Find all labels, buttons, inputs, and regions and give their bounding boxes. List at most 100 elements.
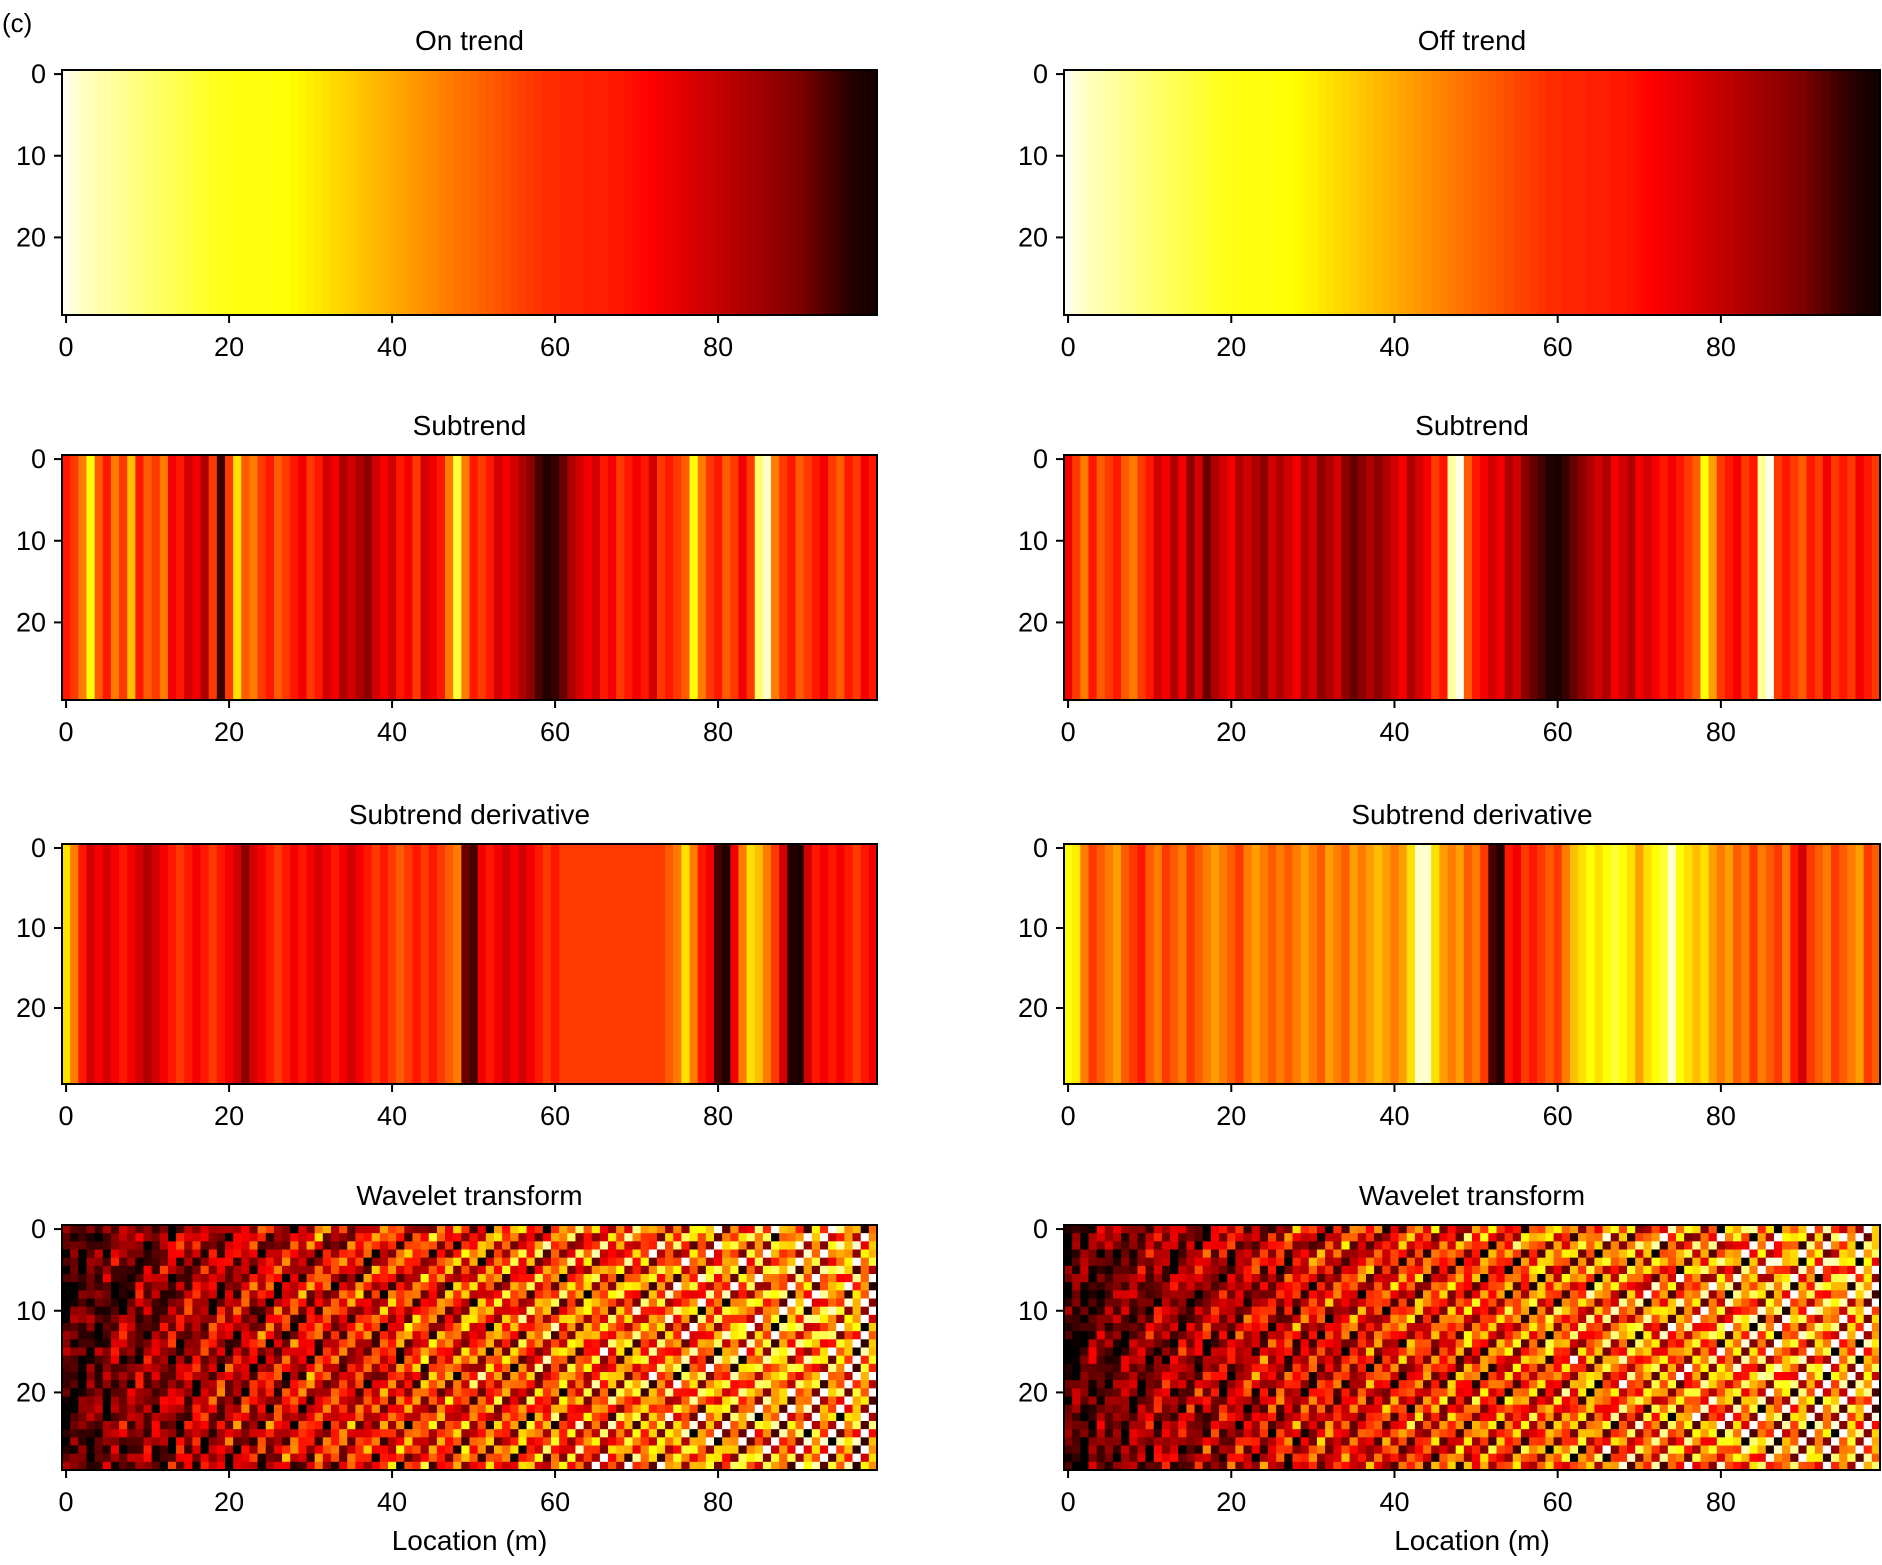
heatmap-cell — [599, 1233, 609, 1242]
heatmap-cell — [502, 1437, 511, 1447]
heatmap-cell — [1349, 1355, 1359, 1365]
heatmap-column — [1692, 455, 1702, 700]
heatmap-column — [1676, 70, 1685, 315]
heatmap-cell — [1088, 1274, 1098, 1283]
heatmap-cell — [314, 1233, 324, 1242]
heatmap-cell — [779, 1331, 788, 1340]
heatmap-cell — [1268, 1412, 1277, 1422]
heatmap-cell — [445, 1445, 454, 1455]
heatmap-cell — [762, 1265, 772, 1275]
heatmap-cell — [599, 1339, 609, 1349]
heatmap-cell — [1300, 1347, 1310, 1357]
heatmap-cell — [249, 1372, 259, 1381]
heatmap-cell — [1374, 1453, 1383, 1463]
heatmap-cell — [567, 1461, 577, 1471]
heatmap-cell — [1064, 1323, 1073, 1332]
heatmap-cell — [1382, 1282, 1391, 1291]
heatmap-cell — [412, 1306, 422, 1316]
heatmap-cell — [591, 1421, 601, 1430]
heatmap-cell — [1153, 1314, 1163, 1324]
heatmap-cell — [200, 1355, 210, 1365]
heatmap-cell — [1349, 1233, 1359, 1242]
heatmap-cell — [860, 1298, 870, 1308]
heatmap-cell — [518, 1339, 528, 1349]
heatmap-cell — [1088, 1241, 1098, 1251]
heatmap-cell — [176, 1257, 185, 1267]
heatmap-cell — [1104, 1412, 1114, 1422]
heatmap-cell — [176, 1404, 185, 1414]
heatmap-cell — [551, 1323, 560, 1332]
heatmap-column — [379, 844, 389, 1084]
heatmap-cell — [1251, 1233, 1261, 1242]
heatmap-cell — [1072, 1290, 1081, 1300]
heatmap-column — [1251, 455, 1261, 700]
heatmap-column — [110, 70, 120, 315]
heatmap-column — [86, 844, 96, 1084]
heatmap-cell — [225, 1429, 234, 1438]
heatmap-cell — [1186, 1421, 1196, 1430]
heatmap-cell — [583, 1241, 593, 1251]
heatmap-cell — [640, 1396, 650, 1406]
heatmap-cell — [542, 1298, 552, 1308]
heatmap-cell — [241, 1363, 251, 1373]
heatmap-cell — [1104, 1225, 1114, 1234]
heatmap-cell — [697, 1347, 707, 1357]
heatmap-cell — [355, 1355, 365, 1365]
heatmap-column — [1357, 844, 1367, 1084]
heatmap-cell — [1284, 1282, 1294, 1291]
heatmap-cell — [306, 1429, 316, 1438]
heatmap-cell — [1308, 1314, 1318, 1324]
heatmap-cell — [1276, 1282, 1285, 1291]
heatmap-cell — [1170, 1306, 1179, 1316]
heatmap-cell — [502, 1249, 511, 1259]
heatmap-cell — [1243, 1249, 1253, 1259]
heatmap-cell — [265, 1363, 275, 1373]
heatmap-cell — [754, 1437, 764, 1447]
heatmap-cell — [762, 1339, 772, 1349]
heatmap-cell — [518, 1257, 528, 1267]
heatmap-cell — [771, 1453, 780, 1463]
heatmap-cell — [184, 1225, 193, 1234]
heatmap-cell — [1292, 1314, 1302, 1324]
heatmap-cell — [1088, 1421, 1098, 1430]
heatmap-column — [1757, 844, 1767, 1084]
heatmap-cell — [779, 1372, 788, 1381]
heatmap-cell — [62, 1437, 71, 1447]
heatmap-cell — [608, 1331, 617, 1340]
heatmap-cell — [616, 1388, 625, 1398]
heatmap-cell — [396, 1372, 405, 1381]
heatmap-cell — [689, 1355, 699, 1365]
heatmap-cell — [819, 1274, 829, 1283]
heatmap-cell — [697, 1461, 707, 1471]
heatmap-cell — [591, 1274, 601, 1283]
heatmap-cell — [371, 1331, 381, 1340]
heatmap-cell — [803, 1331, 813, 1340]
heatmap-cell — [363, 1421, 373, 1430]
heatmap-cell — [208, 1372, 218, 1381]
heatmap-column — [1112, 70, 1122, 315]
heatmap-column — [1659, 844, 1669, 1084]
heatmap-cell — [282, 1323, 291, 1332]
heatmap-cell — [803, 1396, 813, 1406]
heatmap-column — [347, 455, 356, 700]
heatmap-cell — [119, 1396, 128, 1406]
heatmap-cell — [1170, 1274, 1179, 1283]
heatmap-cell — [705, 1339, 715, 1349]
heatmap-cell — [62, 1339, 71, 1349]
heatmap-cell — [591, 1314, 601, 1324]
heatmap-cell — [656, 1372, 666, 1381]
heatmap-cell — [436, 1396, 446, 1406]
heatmap-cell — [616, 1306, 625, 1316]
heatmap-cell — [803, 1257, 813, 1267]
heatmap-cell — [412, 1363, 422, 1373]
heatmap-cell — [599, 1298, 609, 1308]
heatmap-cell — [371, 1249, 381, 1259]
heatmap-cell — [62, 1274, 71, 1283]
heatmap-cell — [534, 1363, 544, 1373]
heatmap-cell — [469, 1429, 479, 1438]
heatmap-cell — [159, 1257, 169, 1267]
heatmap-cell — [233, 1241, 242, 1251]
heatmap-cell — [1235, 1306, 1245, 1316]
heatmap-cell — [396, 1445, 405, 1455]
heatmap-cell — [624, 1339, 634, 1349]
